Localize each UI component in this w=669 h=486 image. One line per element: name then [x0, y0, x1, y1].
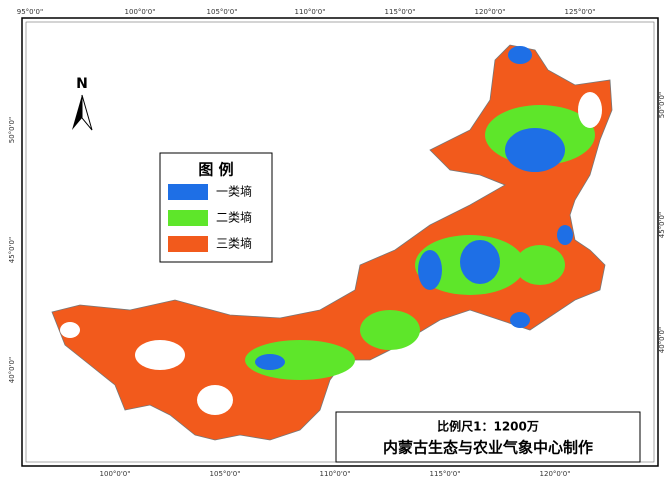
north-label: N [76, 76, 88, 92]
north-arrow [72, 94, 93, 131]
moisture-zones [60, 46, 602, 415]
scale-text: 比例尺1：1200万 [437, 419, 539, 434]
bottom-coord-label: 110°0'0" [320, 470, 351, 478]
region-shape [51, 44, 613, 441]
top-coord-label: 120°0'0" [475, 8, 506, 16]
top-coord-label: 115°0'0" [385, 8, 416, 16]
bottom-coord-label: 115°0'0" [430, 470, 461, 478]
bottom-coord-label: 120°0'0" [540, 470, 571, 478]
left-coord-label: 40°0'0" [8, 357, 16, 383]
top-coord-label: 95°0'0" [17, 8, 43, 16]
top-coord-label: 100°0'0" [125, 8, 156, 16]
top-coord-label: 110°0'0" [295, 8, 326, 16]
producer-text: 内蒙古生态与农业气象中心制作 [383, 439, 593, 457]
top-coord-label: 105°0'0" [207, 8, 238, 16]
legend-swatch [168, 210, 208, 226]
info-box [335, 411, 641, 463]
left-coord-label: 45°0'0" [8, 237, 16, 263]
bottom-coord-label: 105°0'0" [210, 470, 241, 478]
right-coord-label: 50°0'0" [658, 92, 666, 118]
legend-label: 二类墒 [216, 210, 252, 225]
legend-label: 三类墒 [216, 236, 252, 251]
legend-swatch [168, 184, 208, 200]
legend-swatch [168, 236, 208, 252]
right-coord-label: 40°0'0" [658, 327, 666, 353]
legend-label: 一类墒 [216, 184, 252, 199]
right-coord-label: 45°0'0" [658, 212, 666, 238]
top-coord-label: 125°0'0" [565, 8, 596, 16]
legend-title: 图 例 [198, 161, 233, 179]
bottom-coord-label: 100°0'0" [100, 470, 131, 478]
left-coord-label: 50°0'0" [8, 117, 16, 143]
